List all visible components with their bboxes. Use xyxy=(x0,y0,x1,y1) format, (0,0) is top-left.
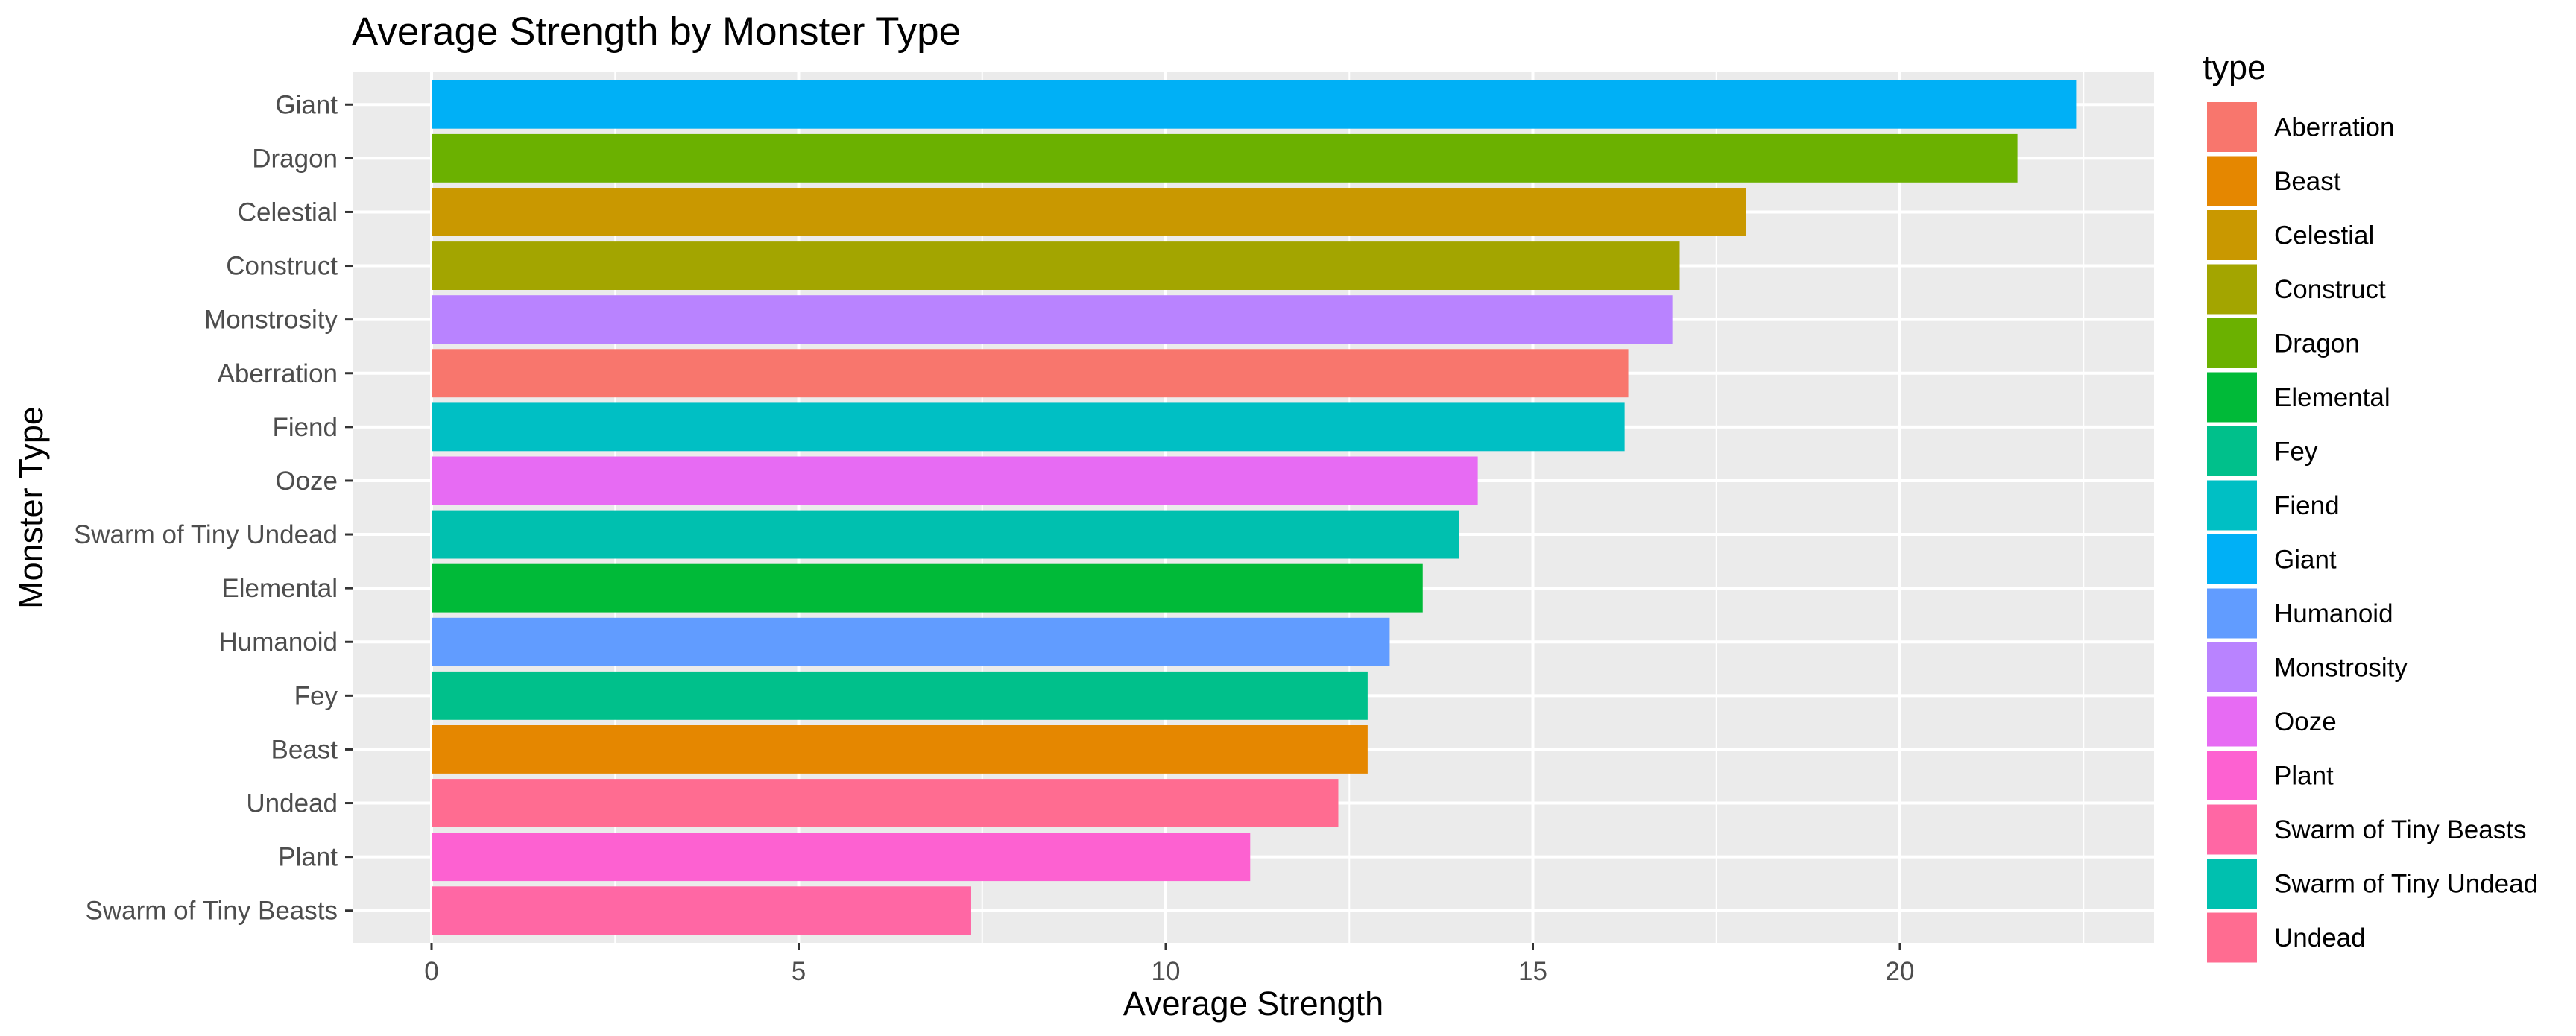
x-tick-label: 15 xyxy=(1518,957,1547,986)
bar xyxy=(432,402,1625,452)
legend-label: Humanoid xyxy=(2274,599,2393,628)
legend-key xyxy=(2207,804,2257,855)
legend-key xyxy=(2207,751,2257,800)
x-axis: 0 5 10 15 20 xyxy=(424,943,1914,986)
legend-key xyxy=(2207,588,2257,639)
bar xyxy=(432,563,1423,613)
bar xyxy=(432,725,1368,774)
y-tick-label: Celestial xyxy=(238,198,338,227)
bar xyxy=(432,617,1390,666)
legend: type Aberration Beast Celestial Construct Dr… xyxy=(2203,48,2538,963)
x-tick-label: 10 xyxy=(1152,957,1181,986)
y-tick-label: Humanoid xyxy=(218,628,338,657)
x-tick-label: 0 xyxy=(424,957,438,986)
legend-label: Dragon xyxy=(2274,329,2360,359)
legend-label: Ooze xyxy=(2274,707,2337,736)
legend-label: Aberration xyxy=(2274,113,2394,142)
legend-key xyxy=(2207,318,2257,368)
y-tick-label: Aberration xyxy=(218,359,338,388)
y-tick-label: Fiend xyxy=(272,413,338,442)
legend-label: Monstrosity xyxy=(2274,654,2408,683)
legend-key xyxy=(2207,372,2257,423)
bar xyxy=(432,456,1478,505)
legend-title: type xyxy=(2203,48,2266,86)
legend-key xyxy=(2207,859,2257,909)
legend-key xyxy=(2207,696,2257,747)
y-tick-label: Ooze xyxy=(275,467,338,496)
y-tick-label: Monstrosity xyxy=(204,306,338,335)
y-tick-label: Construct xyxy=(226,252,338,281)
chart-title: Average Strength by Monster Type xyxy=(352,10,961,54)
legend-key xyxy=(2207,912,2257,963)
legend-label: Plant xyxy=(2274,762,2334,791)
y-tick-label: Beast xyxy=(271,735,338,764)
legend-key xyxy=(2207,102,2257,152)
legend-label: Elemental xyxy=(2274,383,2390,412)
x-tick-label: 20 xyxy=(1886,957,1915,986)
y-tick-label: Plant xyxy=(278,843,338,872)
legend-label: Swarm of Tiny Undead xyxy=(2274,870,2538,899)
y-tick-label: Undead xyxy=(246,789,338,818)
y-tick-label: Swarm of Tiny Beasts xyxy=(86,897,338,926)
bar xyxy=(432,671,1368,720)
bar xyxy=(432,295,1673,344)
legend-label: Construct xyxy=(2274,275,2386,304)
legend-label: Giant xyxy=(2274,546,2337,575)
bar xyxy=(432,241,1680,290)
legend-key xyxy=(2207,264,2257,315)
legend-label: Beast xyxy=(2274,167,2341,196)
legend-key xyxy=(2207,480,2257,531)
y-tick-label: Swarm of Tiny Undead xyxy=(74,520,338,549)
legend-key xyxy=(2207,534,2257,584)
legend-label: Undead xyxy=(2274,923,2366,953)
y-tick-label: Giant xyxy=(275,90,338,119)
y-tick-label: Fey xyxy=(294,681,338,710)
x-axis-title: Average Strength xyxy=(1123,985,1383,1023)
bar xyxy=(432,80,2077,129)
bar xyxy=(432,779,1339,827)
legend-label: Swarm of Tiny Beasts xyxy=(2274,815,2526,844)
legend-label: Fiend xyxy=(2274,491,2340,520)
legend-label: Fey xyxy=(2274,438,2318,467)
legend-label: Celestial xyxy=(2274,221,2374,250)
legend-key xyxy=(2207,426,2257,476)
bar xyxy=(432,886,971,935)
x-tick-label: 5 xyxy=(792,957,806,986)
bar xyxy=(432,833,1251,882)
y-tick-label: Dragon xyxy=(252,144,338,173)
y-axis-title: Monster Type xyxy=(12,406,50,609)
bar xyxy=(432,349,1629,398)
bar xyxy=(432,510,1459,559)
legend-key xyxy=(2207,642,2257,692)
legend-key xyxy=(2207,156,2257,206)
legend-key xyxy=(2207,210,2257,260)
y-axis: Giant Dragon Celestial Construct Monstrosity… xyxy=(74,90,353,926)
bar xyxy=(432,133,2018,183)
bar xyxy=(432,188,1746,236)
bars xyxy=(432,80,2077,935)
y-tick-label: Elemental xyxy=(221,574,338,603)
